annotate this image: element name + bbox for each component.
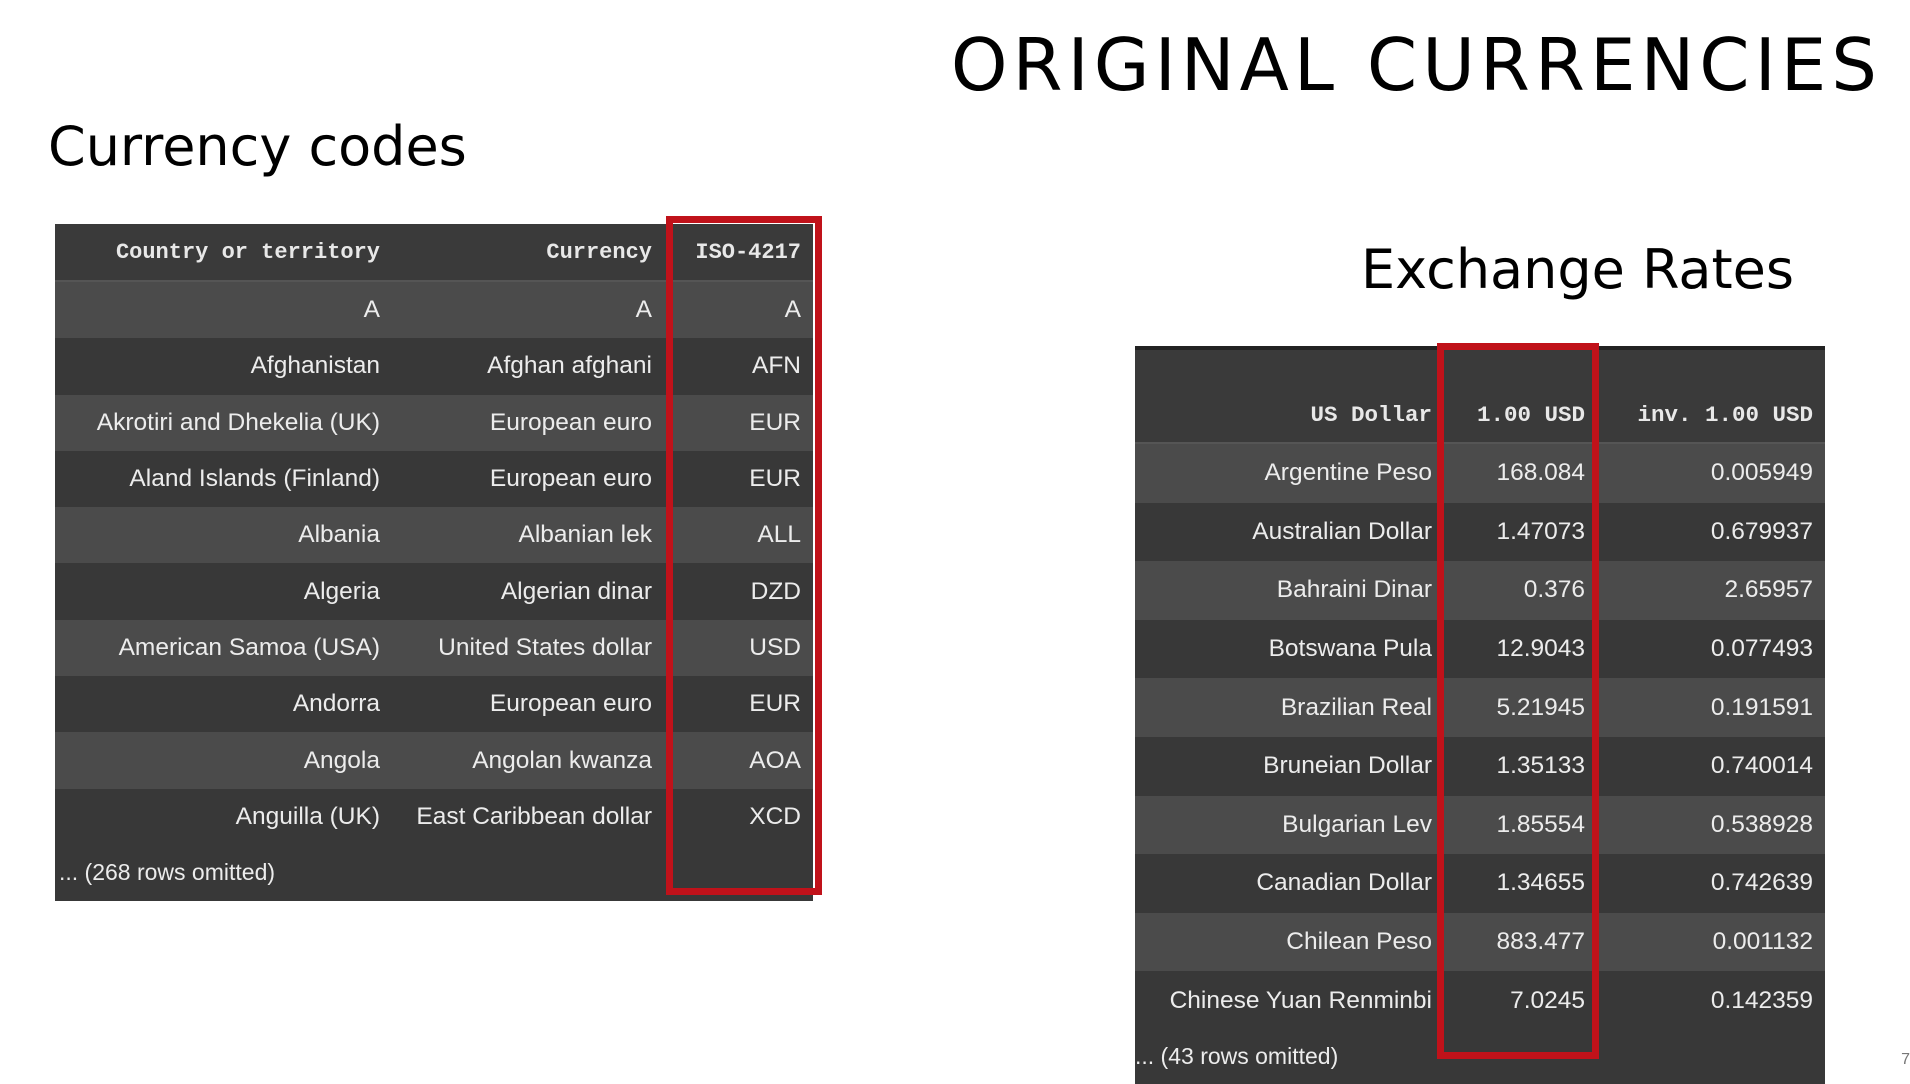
currency-name-cell: Botswana Pula (1135, 619, 1444, 679)
country-cell: Anguilla (UK) (55, 788, 392, 845)
rate-cell: 5.21945 (1444, 678, 1597, 737)
inverse-rate-cell: 0.538928 (1597, 795, 1825, 855)
rate-cell: 1.47073 (1444, 502, 1597, 562)
rate-cell: 12.9043 (1444, 619, 1597, 679)
rate-cell: 1.35133 (1444, 736, 1597, 796)
table-row: Bruneian Dollar 1.35133 0.740014 (1135, 736, 1825, 796)
iso-code-cell: A (664, 281, 813, 339)
country-cell: Aland Islands (Finland) (55, 450, 392, 508)
iso-code-cell: EUR (664, 676, 813, 733)
currency-cell: Angolan kwanza (392, 732, 664, 789)
country-cell: A (55, 281, 392, 339)
currency-cell: European euro (392, 676, 664, 733)
currency-name-cell: Brazilian Real (1135, 678, 1444, 737)
currency-cell: Afghan afghani (392, 338, 664, 395)
column-header-inverse-rate: inv. 1.00 USD (1597, 346, 1825, 444)
country-cell: Angola (55, 732, 392, 789)
inverse-rate-cell: 0.679937 (1597, 502, 1825, 562)
table-row: Brazilian Real 5.21945 0.191591 (1135, 678, 1825, 737)
table-row: Chinese Yuan Renminbi 7.0245 0.142359 (1135, 971, 1825, 1030)
country-cell: Akrotiri and Dhekelia (UK) (55, 394, 392, 451)
currency-cell: European euro (392, 450, 664, 508)
table-row: Bahraini Dinar 0.376 2.65957 (1135, 561, 1825, 620)
table-footer-row: ... (268 rows omitted) (55, 844, 813, 901)
currency-name-cell: Australian Dollar (1135, 502, 1444, 562)
iso-code-cell: USD (664, 619, 813, 677)
inverse-rate-cell: 0.742639 (1597, 854, 1825, 913)
table-row: Akrotiri and Dhekelia (UK) European euro E… (55, 394, 813, 451)
rate-cell: 0.376 (1444, 561, 1597, 620)
rate-cell: 1.34655 (1444, 854, 1597, 913)
currency-cell: United States dollar (392, 619, 664, 677)
currency-name-cell: Bulgarian Lev (1135, 795, 1444, 855)
rate-cell: 7.0245 (1444, 971, 1597, 1030)
column-header-country: Country or territory (55, 224, 392, 282)
exchange-rates-heading: Exchange Rates (1361, 238, 1794, 301)
rate-cell: 168.084 (1444, 443, 1597, 503)
iso-code-cell: AOA (664, 732, 813, 789)
currency-name-cell: Chilean Peso (1135, 912, 1444, 972)
country-cell: Afghanistan (55, 338, 392, 395)
inverse-rate-cell: 0.191591 (1597, 678, 1825, 737)
currency-cell: A (392, 281, 664, 339)
column-header-rate: 1.00 USD (1444, 346, 1597, 444)
table-header-row: Country or territory Currency ISO-4217 (55, 224, 813, 282)
inverse-rate-cell: 0.740014 (1597, 736, 1825, 796)
country-cell: Albania (55, 507, 392, 564)
iso-code-cell: EUR (664, 450, 813, 508)
iso-code-cell: DZD (664, 563, 813, 620)
table-header-row: US Dollar 1.00 USD inv. 1.00 USD (1135, 346, 1825, 444)
inverse-rate-cell: 0.001132 (1597, 912, 1825, 972)
table-footer-row: ... (43 rows omitted) (1135, 1029, 1825, 1084)
exchange-rates-table: US Dollar 1.00 USD inv. 1.00 USD Argenti… (1135, 346, 1825, 1084)
currency-name-cell: Argentine Peso (1135, 443, 1444, 503)
page-number: 7 (1901, 1051, 1910, 1068)
slide-title: ORIGINAL CURRENCIES (950, 23, 1882, 107)
iso-code-cell: EUR (664, 394, 813, 451)
table-row: American Samoa (USA) United States dollar… (55, 619, 813, 677)
column-header-currency: Currency (392, 224, 664, 282)
currency-name-cell: Chinese Yuan Renminbi (1135, 971, 1444, 1030)
iso-code-cell: ALL (664, 507, 813, 564)
table-row: Anguilla (UK) East Caribbean dollar XCD (55, 788, 813, 845)
currency-cell: Albanian lek (392, 507, 664, 564)
inverse-rate-cell: 0.005949 (1597, 443, 1825, 503)
table-row: Chilean Peso 883.477 0.001132 (1135, 912, 1825, 972)
table-row: Bulgarian Lev 1.85554 0.538928 (1135, 795, 1825, 855)
inverse-rate-cell: 0.142359 (1597, 971, 1825, 1030)
inverse-rate-cell: 2.65957 (1597, 561, 1825, 620)
currency-cell: European euro (392, 394, 664, 451)
country-cell: Andorra (55, 676, 392, 733)
table-row: Andorra European euro EUR (55, 676, 813, 733)
table-row: Afghanistan Afghan afghani AFN (55, 338, 813, 395)
currency-name-cell: Bruneian Dollar (1135, 736, 1444, 796)
currency-codes-heading: Currency codes (48, 115, 467, 178)
rate-cell: 883.477 (1444, 912, 1597, 972)
iso-code-cell: XCD (664, 788, 813, 845)
iso-code-cell: AFN (664, 338, 813, 395)
column-header-iso: ISO-4217 (664, 224, 813, 282)
country-cell: Algeria (55, 563, 392, 620)
rate-cell: 1.85554 (1444, 795, 1597, 855)
currency-name-cell: Bahraini Dinar (1135, 561, 1444, 620)
table-row: Australian Dollar 1.47073 0.679937 (1135, 502, 1825, 562)
table-row: Angola Angolan kwanza AOA (55, 732, 813, 789)
table-row: Argentine Peso 168.084 0.005949 (1135, 443, 1825, 503)
currency-name-cell: Canadian Dollar (1135, 854, 1444, 913)
table-row: Botswana Pula 12.9043 0.077493 (1135, 619, 1825, 679)
currency-cell: East Caribbean dollar (392, 788, 664, 845)
table-row: Algeria Algerian dinar DZD (55, 563, 813, 620)
rows-omitted-note: ... (268 rows omitted) (55, 844, 813, 901)
country-cell: American Samoa (USA) (55, 619, 392, 677)
column-header-currency-name: US Dollar (1135, 346, 1444, 444)
rows-omitted-note: ... (43 rows omitted) (1135, 1029, 1825, 1084)
currency-codes-table: Country or territory Currency ISO-4217 A… (55, 224, 813, 901)
inverse-rate-cell: 0.077493 (1597, 619, 1825, 679)
table-row: Aland Islands (Finland) European euro EUR (55, 450, 813, 508)
currency-cell: Algerian dinar (392, 563, 664, 620)
table-row: Albania Albanian lek ALL (55, 507, 813, 564)
table-row: Canadian Dollar 1.34655 0.742639 (1135, 854, 1825, 913)
